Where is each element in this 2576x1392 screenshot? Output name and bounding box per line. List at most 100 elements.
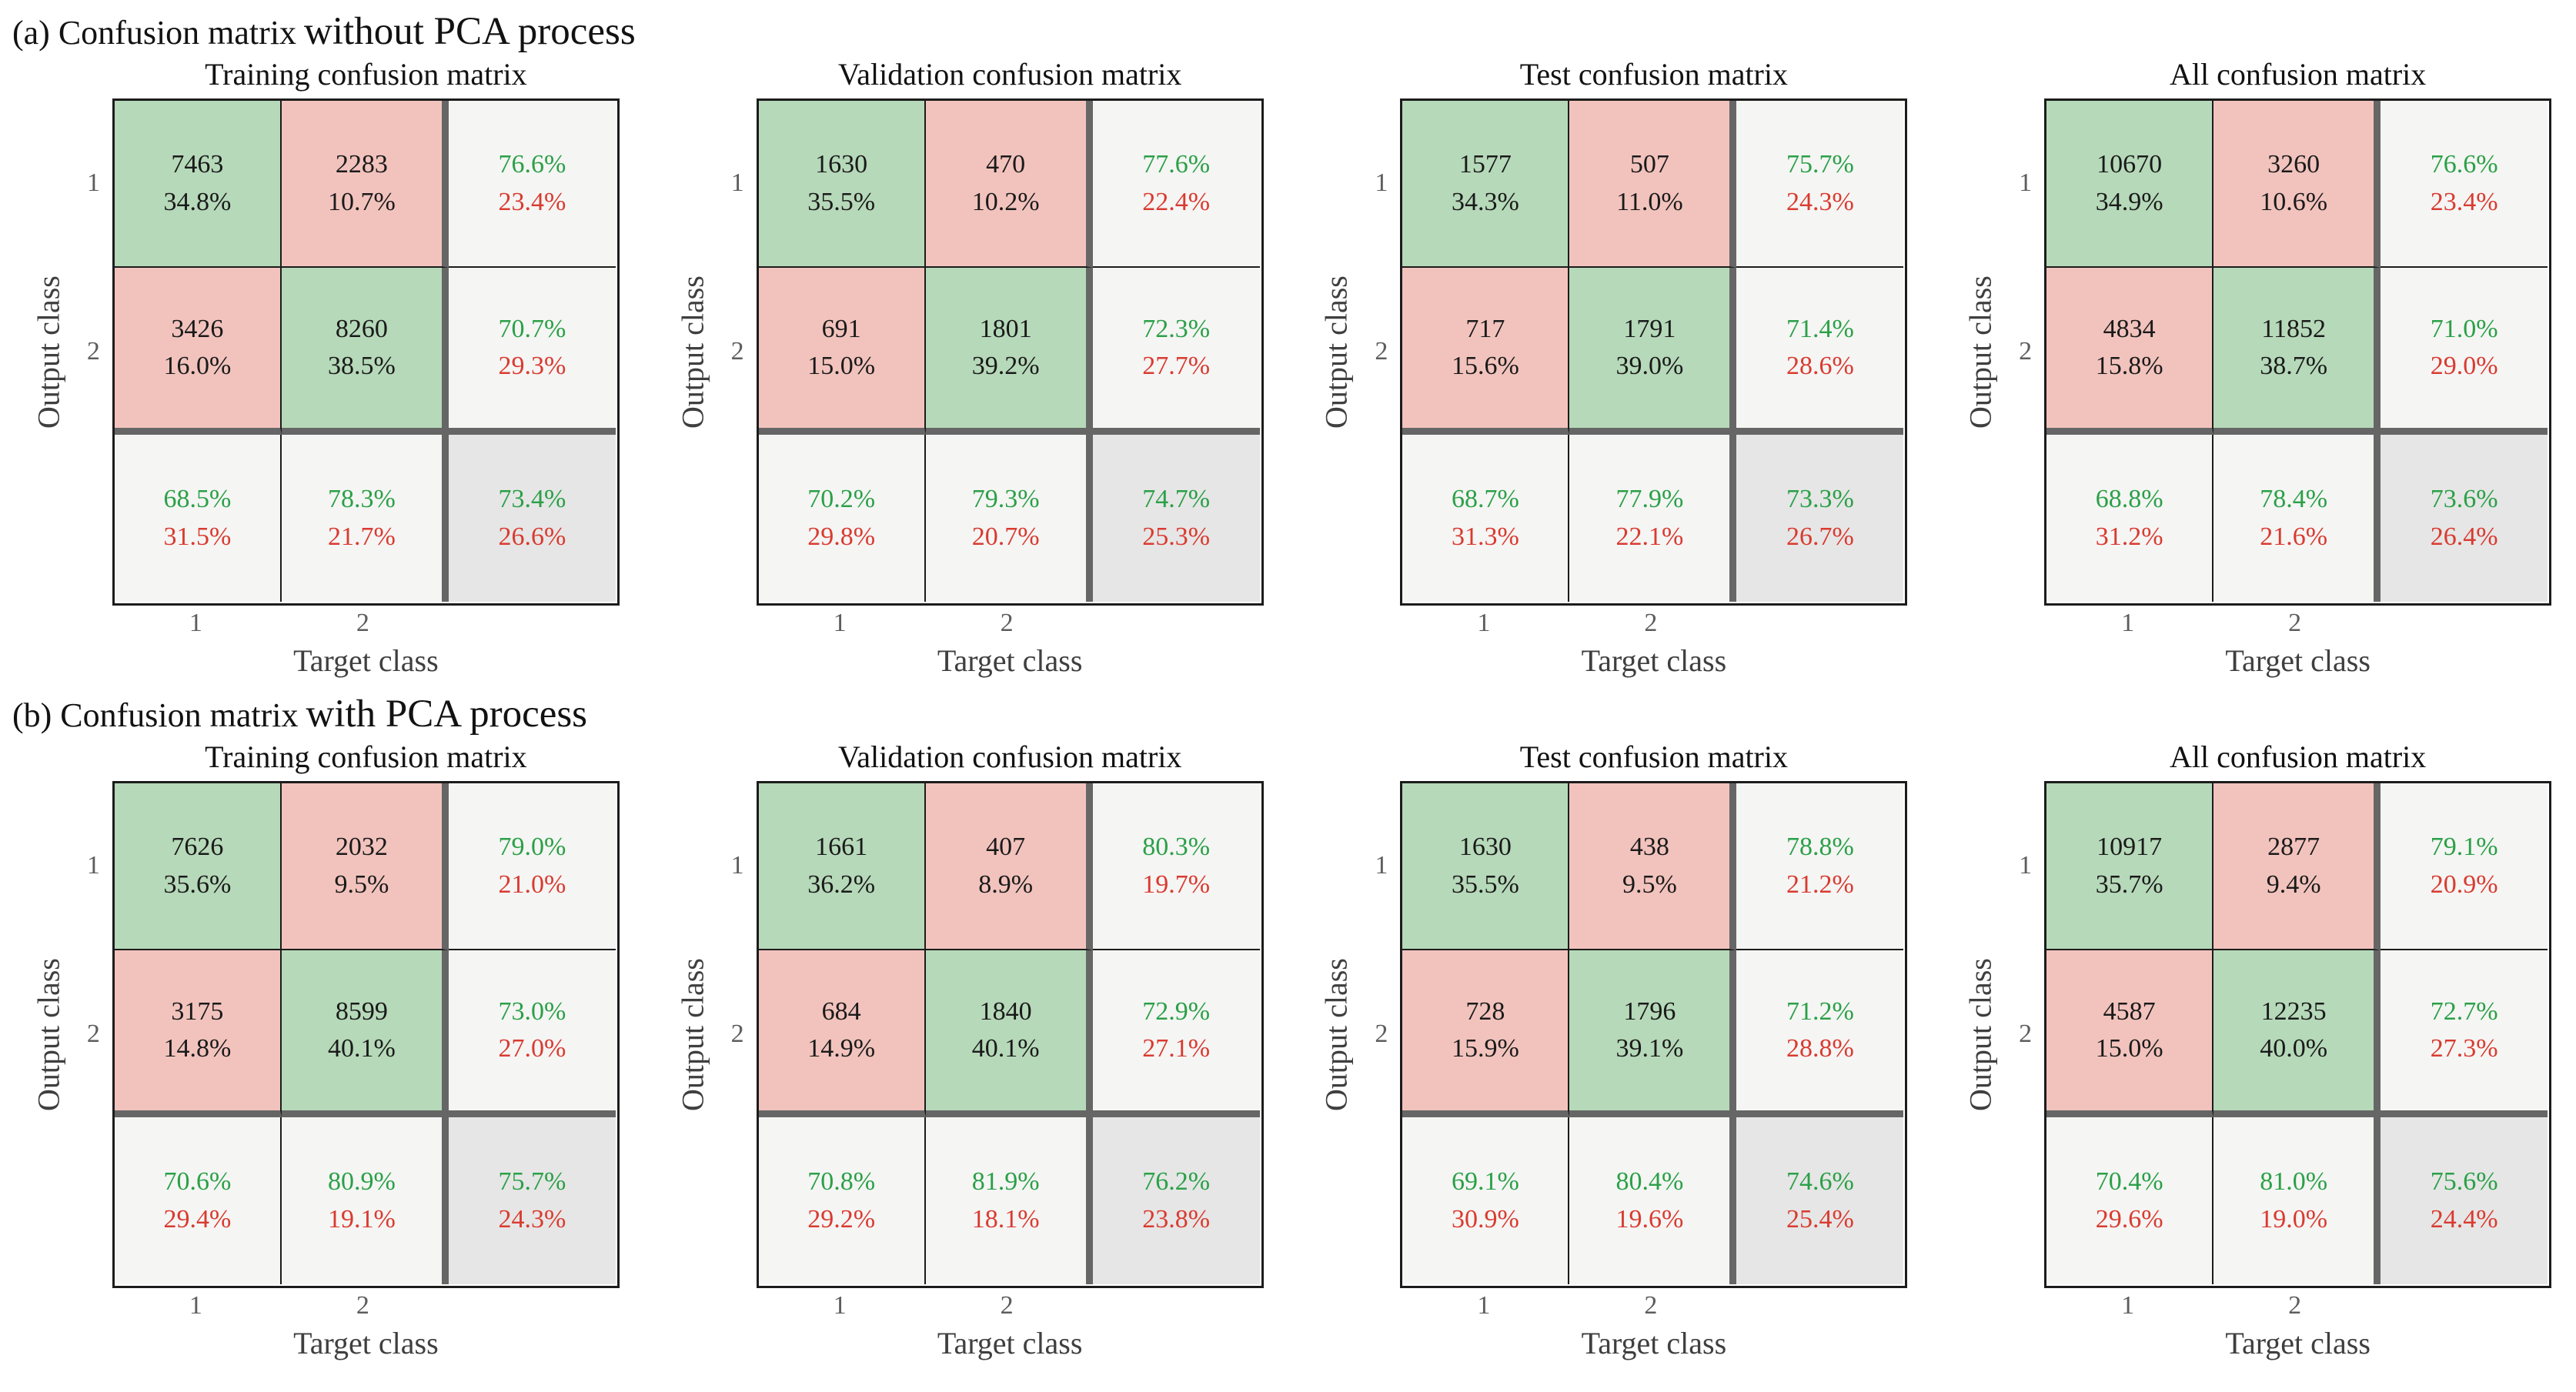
cell-percent: 16.0% xyxy=(163,352,232,380)
x-tick-2: 2 xyxy=(1000,609,1014,637)
overall-accuracy-cell: 74.6% 25.4% xyxy=(1736,1117,1904,1284)
col2-summary-cell: 80.9% 19.1% xyxy=(281,1117,449,1284)
cell-count: 438 xyxy=(1629,833,1669,862)
error-percent: 26.4% xyxy=(2430,522,2498,551)
recall-percent: 70.6% xyxy=(163,1167,232,1197)
target-class-axis-label: Target class xyxy=(937,1326,1083,1360)
target-class-axis-label: Target class xyxy=(2225,643,2371,678)
y-tick-1: 1 xyxy=(2019,168,2033,197)
cell-count: 4587 xyxy=(2103,996,2156,1026)
output-class-axis-label: Output class xyxy=(675,958,710,1111)
col1-summary-cell: 70.8% 29.2% xyxy=(758,1117,926,1284)
accuracy-percent: 75.7% xyxy=(498,1167,566,1197)
precision-percent: 76.6% xyxy=(2430,150,2498,179)
precision-percent: 73.0% xyxy=(498,996,566,1026)
cell-percent: 39.2% xyxy=(971,352,1040,380)
confusion-grid: 7626 35.6% 2032 9.5% 79.0% 21.0% 3175 14… xyxy=(112,781,620,1288)
col1-summary-cell: 70.2% 29.8% xyxy=(758,435,926,602)
x-tick-1: 1 xyxy=(1477,1291,1491,1320)
col1-summary-cell: 68.7% 31.3% xyxy=(1402,435,1570,602)
cell-output2-target1: 717 15.6% xyxy=(1402,268,1570,435)
cell-count: 7626 xyxy=(171,833,224,862)
confusion-matrix-block: Validation confusion matrix Output class… xyxy=(669,55,1264,683)
y-tick-2: 2 xyxy=(2019,1019,2033,1048)
output-class-ticks: 1 2 xyxy=(72,98,112,606)
error-percent: 31.2% xyxy=(2095,522,2163,551)
section-a-header-prefix: (a) Confusion matrix xyxy=(12,14,297,52)
cell-count: 470 xyxy=(986,150,1026,179)
error-percent: 21.2% xyxy=(1786,870,1854,899)
row1-summary-cell: 78.8% 21.2% xyxy=(1736,783,1904,950)
precision-percent: 71.2% xyxy=(1786,996,1854,1026)
cell-count: 10917 xyxy=(2097,833,2163,862)
x-tick-1: 1 xyxy=(2121,609,2135,637)
error-percent: 24.4% xyxy=(2430,1204,2498,1233)
output-class-axis-label: Output class xyxy=(1318,275,1354,429)
cell-percent: 34.3% xyxy=(1451,187,1519,216)
recall-percent: 80.9% xyxy=(327,1167,396,1197)
cell-percent: 15.0% xyxy=(2095,1034,2163,1063)
error-percent: 19.6% xyxy=(1615,1204,1684,1233)
x-tick-2: 2 xyxy=(1000,1291,1014,1320)
row1-summary-cell: 75.7% 24.3% xyxy=(1736,101,1904,268)
section-b-header: (b) Confusion matrix with PCA process xyxy=(12,692,2576,736)
output-class-axis-label: Output class xyxy=(31,958,66,1111)
cell-count: 1630 xyxy=(815,150,868,179)
cell-count: 691 xyxy=(821,314,861,343)
error-percent: 29.6% xyxy=(2095,1204,2163,1233)
target-class-axis-label: Target class xyxy=(1581,1326,1727,1360)
y-tick-1: 1 xyxy=(730,850,744,880)
cell-output1-target2: 3260 10.6% xyxy=(2213,101,2381,268)
cell-count: 2283 xyxy=(335,150,388,179)
error-percent: 23.4% xyxy=(498,187,566,216)
row2-summary-cell: 71.2% 28.8% xyxy=(1736,950,1904,1117)
error-percent: 19.0% xyxy=(2260,1204,2328,1233)
y-tick-2: 2 xyxy=(1375,1019,1388,1048)
cell-count: 3426 xyxy=(171,314,224,343)
cell-output1-target2: 2877 9.4% xyxy=(2213,783,2381,950)
y-tick-1: 1 xyxy=(86,850,100,880)
cell-percent: 15.9% xyxy=(1451,1034,1519,1063)
error-percent: 18.1% xyxy=(971,1204,1040,1233)
error-percent: 29.4% xyxy=(163,1204,232,1233)
cell-percent: 35.5% xyxy=(1451,870,1519,899)
cell-output1-target2: 2283 10.7% xyxy=(281,101,449,268)
cell-output1-target1: 7463 34.8% xyxy=(114,101,282,268)
output-class-axis-label: Output class xyxy=(31,275,66,429)
precision-percent: 71.4% xyxy=(1786,314,1854,343)
target-class-ticks: 1 2 xyxy=(757,606,1264,641)
error-percent: 31.5% xyxy=(163,522,232,551)
cell-percent: 8.9% xyxy=(978,870,1034,899)
cell-output2-target2: 1796 39.1% xyxy=(1569,950,1737,1117)
cell-output2-target1: 4834 15.8% xyxy=(2046,268,2214,435)
matrix-title: Test confusion matrix xyxy=(1519,57,1788,92)
cell-percent: 34.8% xyxy=(163,187,232,216)
section-b-header-emphasis: with PCA process xyxy=(306,693,588,736)
confusion-grid: 1630 35.5% 470 10.2% 77.6% 22.4% 691 15.… xyxy=(756,98,1264,606)
cell-output1-target2: 438 9.5% xyxy=(1569,783,1737,950)
precision-percent: 75.7% xyxy=(1786,150,1854,179)
cell-count: 1577 xyxy=(1458,150,1512,179)
cell-output2-target2: 1791 39.0% xyxy=(1569,268,1737,435)
x-tick-2: 2 xyxy=(356,609,369,637)
error-percent: 22.1% xyxy=(1615,522,1684,551)
y-tick-1: 1 xyxy=(86,168,100,197)
x-tick-1: 1 xyxy=(833,1291,847,1320)
overall-accuracy-cell: 73.6% 26.4% xyxy=(2381,435,2548,602)
precision-percent: 77.6% xyxy=(1142,150,1211,179)
cell-percent: 15.6% xyxy=(1451,352,1519,380)
row1-summary-cell: 76.6% 23.4% xyxy=(448,101,616,268)
y-tick-2: 2 xyxy=(1375,336,1388,366)
error-percent: 19.1% xyxy=(327,1204,396,1233)
col2-summary-cell: 78.3% 21.7% xyxy=(281,435,449,602)
x-tick-2: 2 xyxy=(356,1291,369,1320)
cell-percent: 15.8% xyxy=(2095,352,2163,380)
confusion-grid: 7463 34.8% 2283 10.7% 76.6% 23.4% 3426 1… xyxy=(112,98,620,606)
col1-summary-cell: 69.1% 30.9% xyxy=(1402,1117,1570,1284)
matrix-title: Training confusion matrix xyxy=(205,57,527,92)
output-class-ticks: 1 2 xyxy=(1360,98,1400,606)
cell-count: 1840 xyxy=(979,996,1032,1026)
cell-output2-target2: 12235 40.0% xyxy=(2213,950,2381,1117)
row2-summary-cell: 71.4% 28.6% xyxy=(1736,268,1904,435)
overall-accuracy-cell: 73.3% 26.7% xyxy=(1736,435,1904,602)
